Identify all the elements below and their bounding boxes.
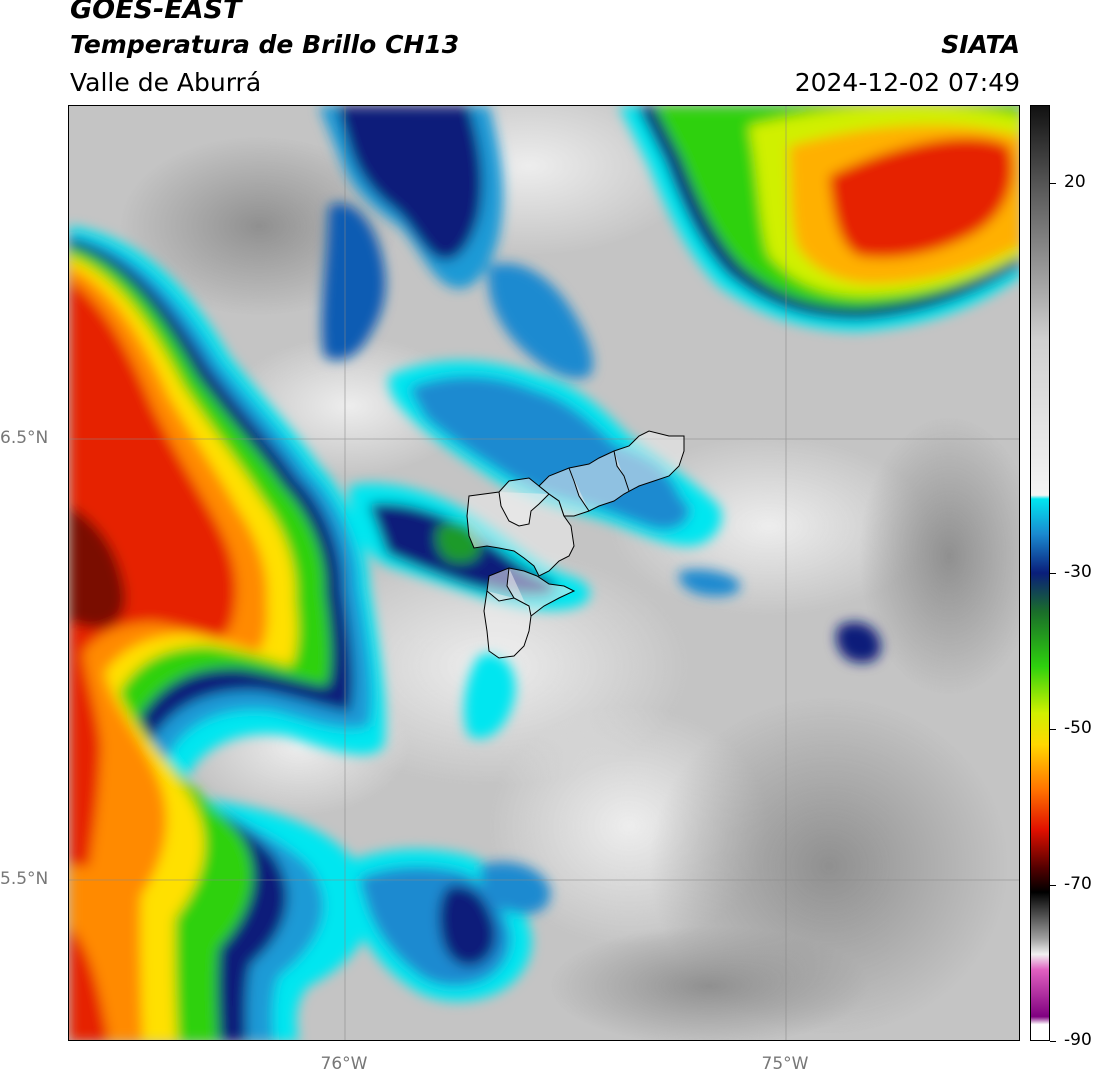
aburra-boundaries bbox=[466, 430, 685, 659]
cloud-left-red bbox=[69, 280, 237, 866]
agency-label: SIATA bbox=[941, 30, 1020, 59]
cloud-east-1 bbox=[836, 622, 881, 663]
satellite-map bbox=[69, 106, 1019, 1040]
product-title: Temperatura de Brillo CH13 bbox=[70, 30, 460, 59]
datetime-label: 2024-12-02 07:49 bbox=[794, 68, 1020, 97]
lon-label-75w: 75°W bbox=[761, 1054, 809, 1074]
cloud-central-1-navy bbox=[337, 106, 483, 261]
map-frame[interactable] bbox=[68, 105, 1020, 1041]
colorbar-tick-label: -50 bbox=[1064, 718, 1092, 738]
cloud-left-red-south bbox=[69, 926, 109, 1040]
colorbar-tick-label: -70 bbox=[1064, 874, 1092, 894]
colorbar-tick bbox=[1050, 573, 1056, 574]
cloud-central-9 bbox=[488, 263, 593, 379]
colorbar-tick-label: 20 bbox=[1064, 172, 1086, 192]
colorbar-tick-label: -30 bbox=[1064, 562, 1092, 582]
cloud-east-2 bbox=[678, 569, 741, 597]
cloud-central-6 bbox=[464, 653, 516, 739]
cloud-central-8 bbox=[321, 203, 386, 360]
cloud-ne-red bbox=[829, 137, 1013, 258]
cloud-central-4-navy bbox=[439, 885, 496, 967]
region-label: Valle de Aburrá bbox=[70, 68, 262, 97]
colorbar-tick bbox=[1050, 183, 1056, 184]
colorbar-tick-label: -90 bbox=[1064, 1030, 1092, 1050]
cloud-left-darkred bbox=[69, 506, 126, 629]
colorbar-tick bbox=[1050, 729, 1056, 730]
lat-label-6-5: 6.5°N bbox=[0, 428, 49, 448]
lat-label-5-5: 5.5°N bbox=[0, 869, 49, 889]
satellite-title: GOES-EAST bbox=[70, 0, 242, 25]
colorbar-tick bbox=[1050, 885, 1056, 886]
cloud-central-5 bbox=[479, 862, 551, 915]
lon-label-76w: 76°W bbox=[320, 1054, 368, 1074]
graticule bbox=[69, 106, 1019, 1040]
colorbar-tick bbox=[1050, 1041, 1056, 1042]
colorbar bbox=[1030, 105, 1050, 1041]
